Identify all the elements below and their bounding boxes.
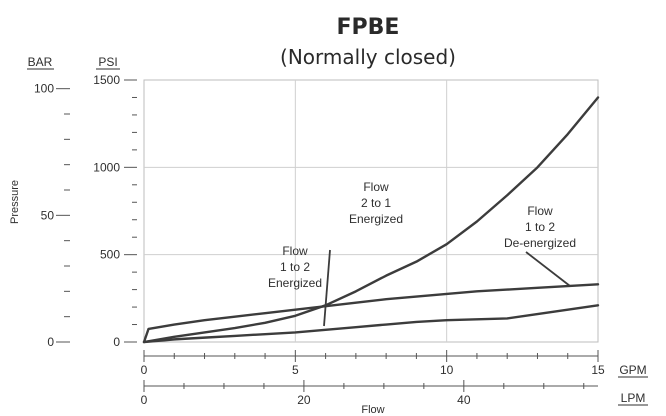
annotation-flow-2-to-1-energized-line-1: 2 to 1 (361, 196, 391, 210)
annotation-flow-1-to-2-energized-line-2: Energized (268, 276, 322, 290)
gpm-tick-label-0: 0 (141, 363, 148, 377)
leader-line-flow-1-to-2-de-energized (525, 251, 571, 287)
gpm-tick-label-5: 5 (292, 363, 299, 377)
lpm-tick-label-20: 20 (297, 393, 311, 407)
chart-title: FPBE (337, 15, 400, 40)
psi-tick-label-0: 0 (113, 335, 120, 349)
lpm-tick-label-0: 0 (141, 393, 148, 407)
annotation-flow-2-to-1-energized-line-2: Energized (349, 212, 403, 226)
bar-tick-label-0: 0 (47, 335, 54, 349)
gpm-unit-label: GPM (619, 363, 646, 377)
plot-frame (143, 79, 599, 343)
annotation-flow-2-to-1-energized-line-0: Flow (363, 180, 389, 194)
bar-tick-label-100: 100 (34, 82, 54, 96)
psi-unit-label: PSI (98, 55, 117, 69)
series-line-flow-1-to-2-de-energized (142, 283, 600, 344)
bar-unit-label: BAR (28, 55, 53, 69)
annotation-flow-1-to-2-energized-line-0: Flow (282, 244, 308, 258)
psi-tick-label-1000: 1000 (93, 160, 120, 174)
annotation-flow-1-to-2-de-energized-line-2: De-energized (504, 236, 576, 250)
chart-subtitle: (Normally closed) (280, 45, 456, 69)
series-line-flow-1-to-2-energized (142, 304, 600, 344)
y-axis-title: Pressure (9, 180, 21, 224)
series-layer (142, 96, 600, 344)
annotation-flow-1-to-2-de-energized-line-1: 1 to 2 (525, 220, 555, 234)
lpm-unit-label: LPM (621, 391, 646, 405)
psi-tick-label-500: 500 (100, 248, 120, 262)
leader-line-flow-1-to-2-energized (323, 249, 331, 327)
annotation-flow-1-to-2-de-energized-line-0: Flow (527, 204, 553, 218)
gpm-tick-label-15: 15 (591, 363, 605, 377)
annotation-flow-1-to-2-energized-line-1: 1 to 2 (280, 260, 310, 274)
bar-tick-label-50: 50 (41, 208, 55, 222)
gpm-tick-label-10: 10 (440, 363, 454, 377)
annotation-layer: Flow 2 to 1 Energized Flow 1 to 2 De-energize… (268, 180, 576, 327)
lpm-tick-label-40: 40 (457, 393, 471, 407)
x-axis-title: Flow (361, 404, 384, 416)
grid-layer (143, 79, 599, 343)
series-line-flow-2-to-1-energized (142, 96, 600, 344)
psi-tick-label-1500: 1500 (93, 73, 120, 87)
